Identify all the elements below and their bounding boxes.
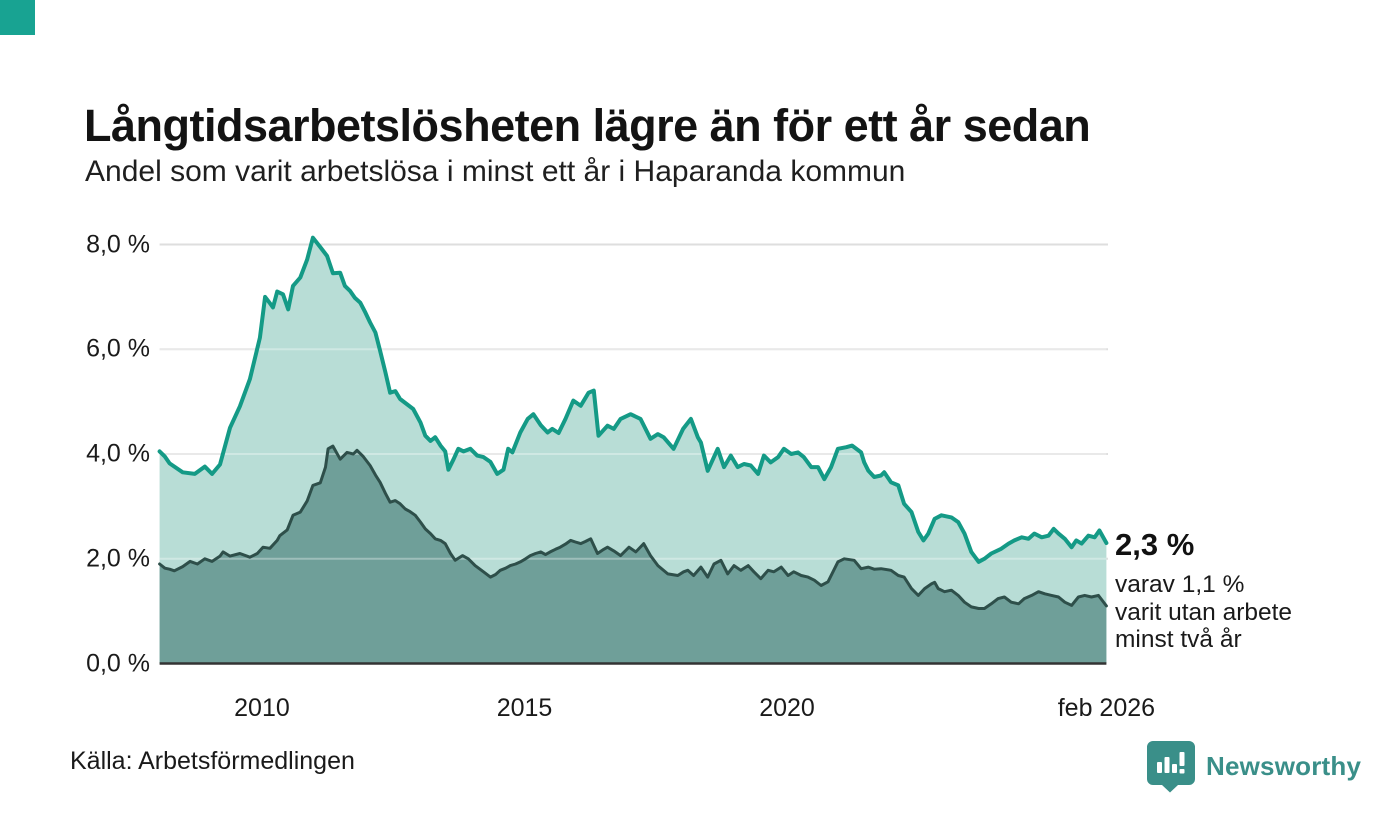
y-tick-label: 4,0 % xyxy=(86,439,150,468)
annotation-line: minst två år xyxy=(1115,626,1242,653)
x-tick-label: 2020 xyxy=(759,694,815,722)
chart-subtitle: Andel som varit arbetslösa i minst ett å… xyxy=(85,155,906,188)
latest-total-value: 2,3 % xyxy=(1115,527,1195,562)
line-at-least-one-year xyxy=(157,235,1109,564)
y-tick-label: 2,0 % xyxy=(86,544,150,573)
annotation-line: varav 1,1 % xyxy=(1115,571,1245,598)
area-at-least-two-years xyxy=(159,446,1107,664)
x-tick-label: feb 2026 xyxy=(1057,694,1156,722)
newsworthy-pin-icon xyxy=(1147,741,1195,793)
page-title: Långtidsarbetslösheten lägre än för ett … xyxy=(84,100,1091,152)
latest-value-annotation: 2,3 % varav 1,1 % varit utan arbete mins… xyxy=(1115,527,1355,654)
y-tick-label: 0,0 % xyxy=(86,649,150,677)
y-tick-label: 8,0 % xyxy=(86,230,150,258)
line-at-least-two-years xyxy=(158,444,1108,610)
x-tick-label: 2015 xyxy=(496,694,553,722)
source-credit: Källa: Arbetsförmedlingen xyxy=(70,747,355,775)
brand-name: Newsworthy xyxy=(1206,751,1362,781)
brand-corner-square xyxy=(0,0,35,35)
y-tick-label: 6,0 % xyxy=(86,334,150,363)
x-tick-label: 2010 xyxy=(234,694,290,722)
newsworthy-logo: Newsworthy xyxy=(1146,740,1361,793)
annotation-line: varit utan arbete xyxy=(1115,598,1293,626)
